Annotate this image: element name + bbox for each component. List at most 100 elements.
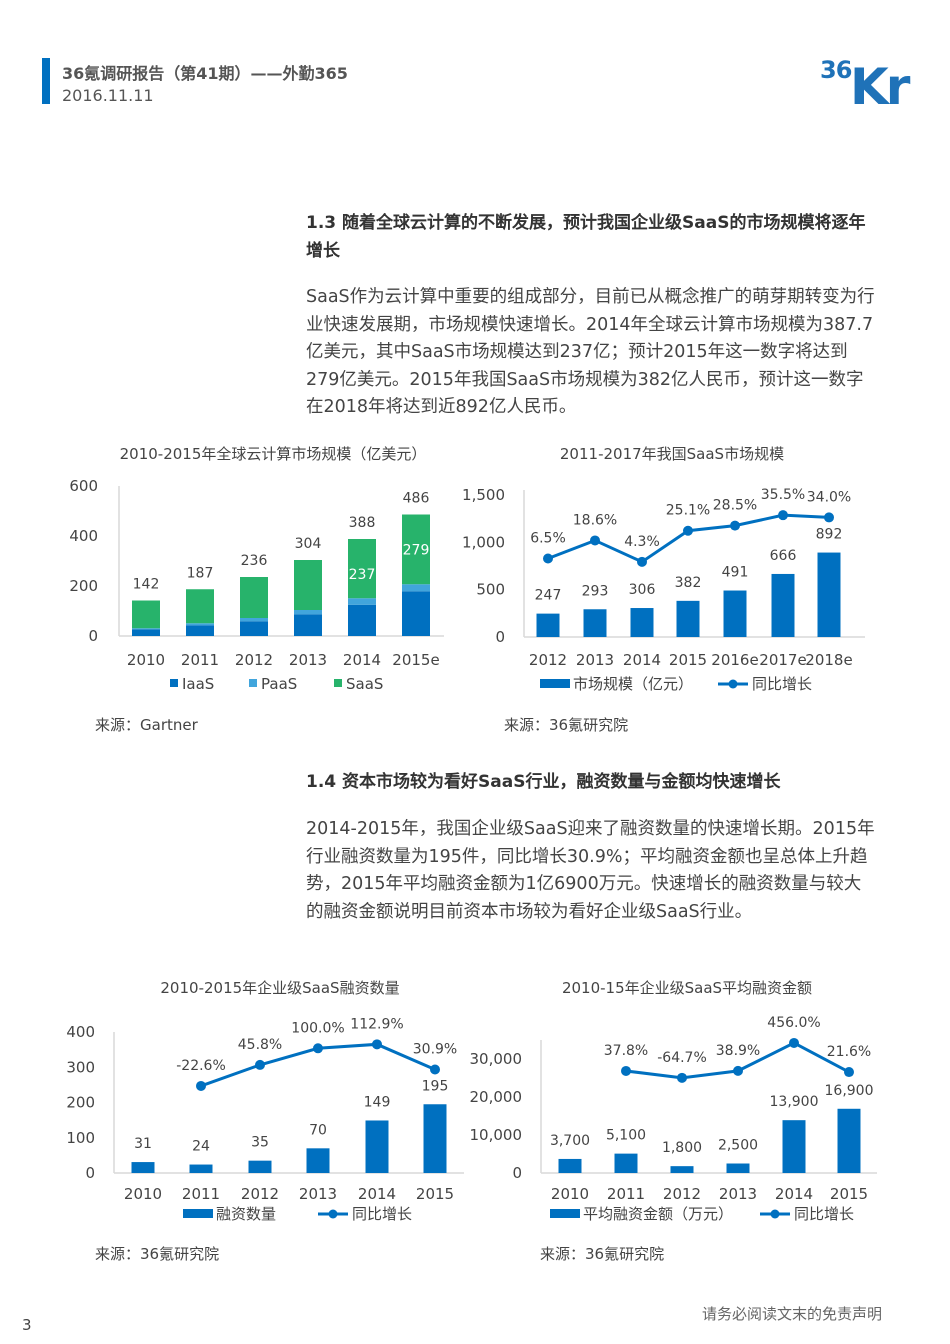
bar-value-label: 382 <box>675 575 702 591</box>
x-tick-label: 2010 <box>127 651 165 669</box>
total-label: 142 <box>133 577 160 593</box>
legend-swatch-paas <box>249 679 257 687</box>
report-date: 2016.11.11 <box>62 86 154 105</box>
legend-swatch-iaas <box>170 679 178 687</box>
x-tick-label: 2015 <box>416 1185 454 1203</box>
bar-paas <box>186 623 214 626</box>
legend-label: 平均融资金额（万元） <box>583 1205 733 1223</box>
legend-bar-swatch <box>183 1209 213 1218</box>
y-tick-label: 10,000 <box>470 1126 523 1144</box>
bar <box>630 608 654 637</box>
y-tick-label: 20,000 <box>470 1088 523 1106</box>
growth-label: 112.9% <box>350 1016 403 1032</box>
growth-point <box>683 525 693 536</box>
source-gartner: 来源：Gartner <box>95 716 198 734</box>
legend-line-marker <box>770 1209 780 1219</box>
bar-value-label: 1,800 <box>662 1140 702 1156</box>
y-tick-label: 0 <box>85 1164 95 1182</box>
x-tick-label: 2014 <box>775 1185 813 1203</box>
x-tick-label: 2012 <box>529 651 567 669</box>
growth-label: 4.3% <box>624 534 660 550</box>
growth-label: 45.8% <box>238 1037 282 1053</box>
growth-label: 28.5% <box>713 498 757 514</box>
bar <box>558 1158 582 1173</box>
growth-label: 30.9% <box>413 1042 457 1058</box>
x-tick-label: 2013 <box>576 651 614 669</box>
bar-value-label: 2,500 <box>718 1138 758 1154</box>
legend-bar-swatch <box>540 679 570 688</box>
growth-point <box>824 512 834 523</box>
growth-label: 6.5% <box>530 531 566 547</box>
bar-saas <box>240 577 268 618</box>
growth-point <box>730 520 740 531</box>
chart-title: 2010-15年企业级SaaS平均融资金额 <box>562 979 812 997</box>
bar-value-label: 70 <box>309 1122 327 1138</box>
x-tick-label: 2017e <box>759 651 806 669</box>
growth-point <box>196 1080 206 1091</box>
bar <box>723 590 747 637</box>
x-tick-label: 2018e <box>805 651 852 669</box>
y-tick-label: 1,000 <box>462 533 505 551</box>
legend-label: 同比增长 <box>752 675 812 693</box>
growth-point <box>372 1039 382 1050</box>
x-tick-label: 2013 <box>289 651 327 669</box>
saas-label: 237 <box>349 567 376 583</box>
x-tick-label: 2011 <box>182 1185 220 1203</box>
growth-label: 21.6% <box>827 1044 871 1060</box>
growth-point <box>590 535 600 546</box>
growth-label: 34.0% <box>807 489 851 505</box>
legend-bar-swatch <box>550 1209 580 1218</box>
bar-iaas <box>240 621 268 636</box>
growth-point <box>637 556 647 567</box>
bar-iaas <box>132 629 160 636</box>
bar <box>583 609 607 637</box>
legend-swatch-saas <box>334 679 342 687</box>
x-tick-label: 2011 <box>181 651 219 669</box>
total-label: 187 <box>187 565 214 581</box>
growth-point <box>844 1067 854 1078</box>
bar-value-label: 293 <box>582 583 609 599</box>
x-tick-label: 2012 <box>241 1185 279 1203</box>
x-tick-label: 2013 <box>299 1185 337 1203</box>
growth-label: 38.9% <box>716 1043 760 1059</box>
x-tick-label: 2010 <box>124 1185 162 1203</box>
legend-label: 同比增长 <box>794 1205 854 1223</box>
bar <box>306 1148 330 1173</box>
bar-value-label: 195 <box>422 1078 449 1094</box>
x-tick-label: 2015e <box>392 651 439 669</box>
bar <box>782 1120 806 1173</box>
legend-line-marker <box>728 679 738 689</box>
bar-iaas <box>402 591 430 636</box>
legend-line-marker <box>328 1209 338 1219</box>
legend-label: 同比增长 <box>352 1205 412 1223</box>
x-tick-label: 2010 <box>551 1185 589 1203</box>
page-number: 3 <box>22 1316 32 1334</box>
y-tick-label: 400 <box>69 527 98 545</box>
source-36kr-2: 来源：36氪研究院 <box>95 1245 220 1263</box>
section-paragraph-1-4: 2014-2015年，我国企业级SaaS迎来了融资数量的快速增长期。2015年行… <box>306 819 875 922</box>
bar-value-label: 892 <box>816 527 843 543</box>
growth-label: -22.6% <box>176 1058 226 1074</box>
bar-iaas <box>186 625 214 636</box>
bar <box>131 1162 155 1173</box>
bar <box>817 552 841 637</box>
disclaimer: 请务必阅读文末的免责声明 <box>701 1305 882 1323</box>
bar <box>365 1120 389 1173</box>
bar-value-label: 491 <box>722 565 749 581</box>
y-tick-label: 400 <box>66 1023 95 1041</box>
growth-point <box>430 1064 440 1075</box>
x-tick-label: 2012 <box>663 1185 701 1203</box>
y-tick-label: 1,500 <box>462 486 505 504</box>
bar-iaas <box>348 604 376 636</box>
growth-point <box>677 1072 687 1083</box>
bar-saas <box>294 560 322 610</box>
bar-paas <box>294 610 322 615</box>
growth-point <box>789 1037 799 1048</box>
bar <box>248 1160 272 1173</box>
section-heading-1-3: 1.3 随着全球云计算的不断发展，预计我国企业级SaaS的市场规模将逐年增长 <box>306 213 866 261</box>
bar-saas <box>402 514 430 585</box>
y-tick-label: 0 <box>495 628 505 646</box>
bar-value-label: 306 <box>629 582 656 598</box>
y-tick-label: 0 <box>512 1164 522 1182</box>
